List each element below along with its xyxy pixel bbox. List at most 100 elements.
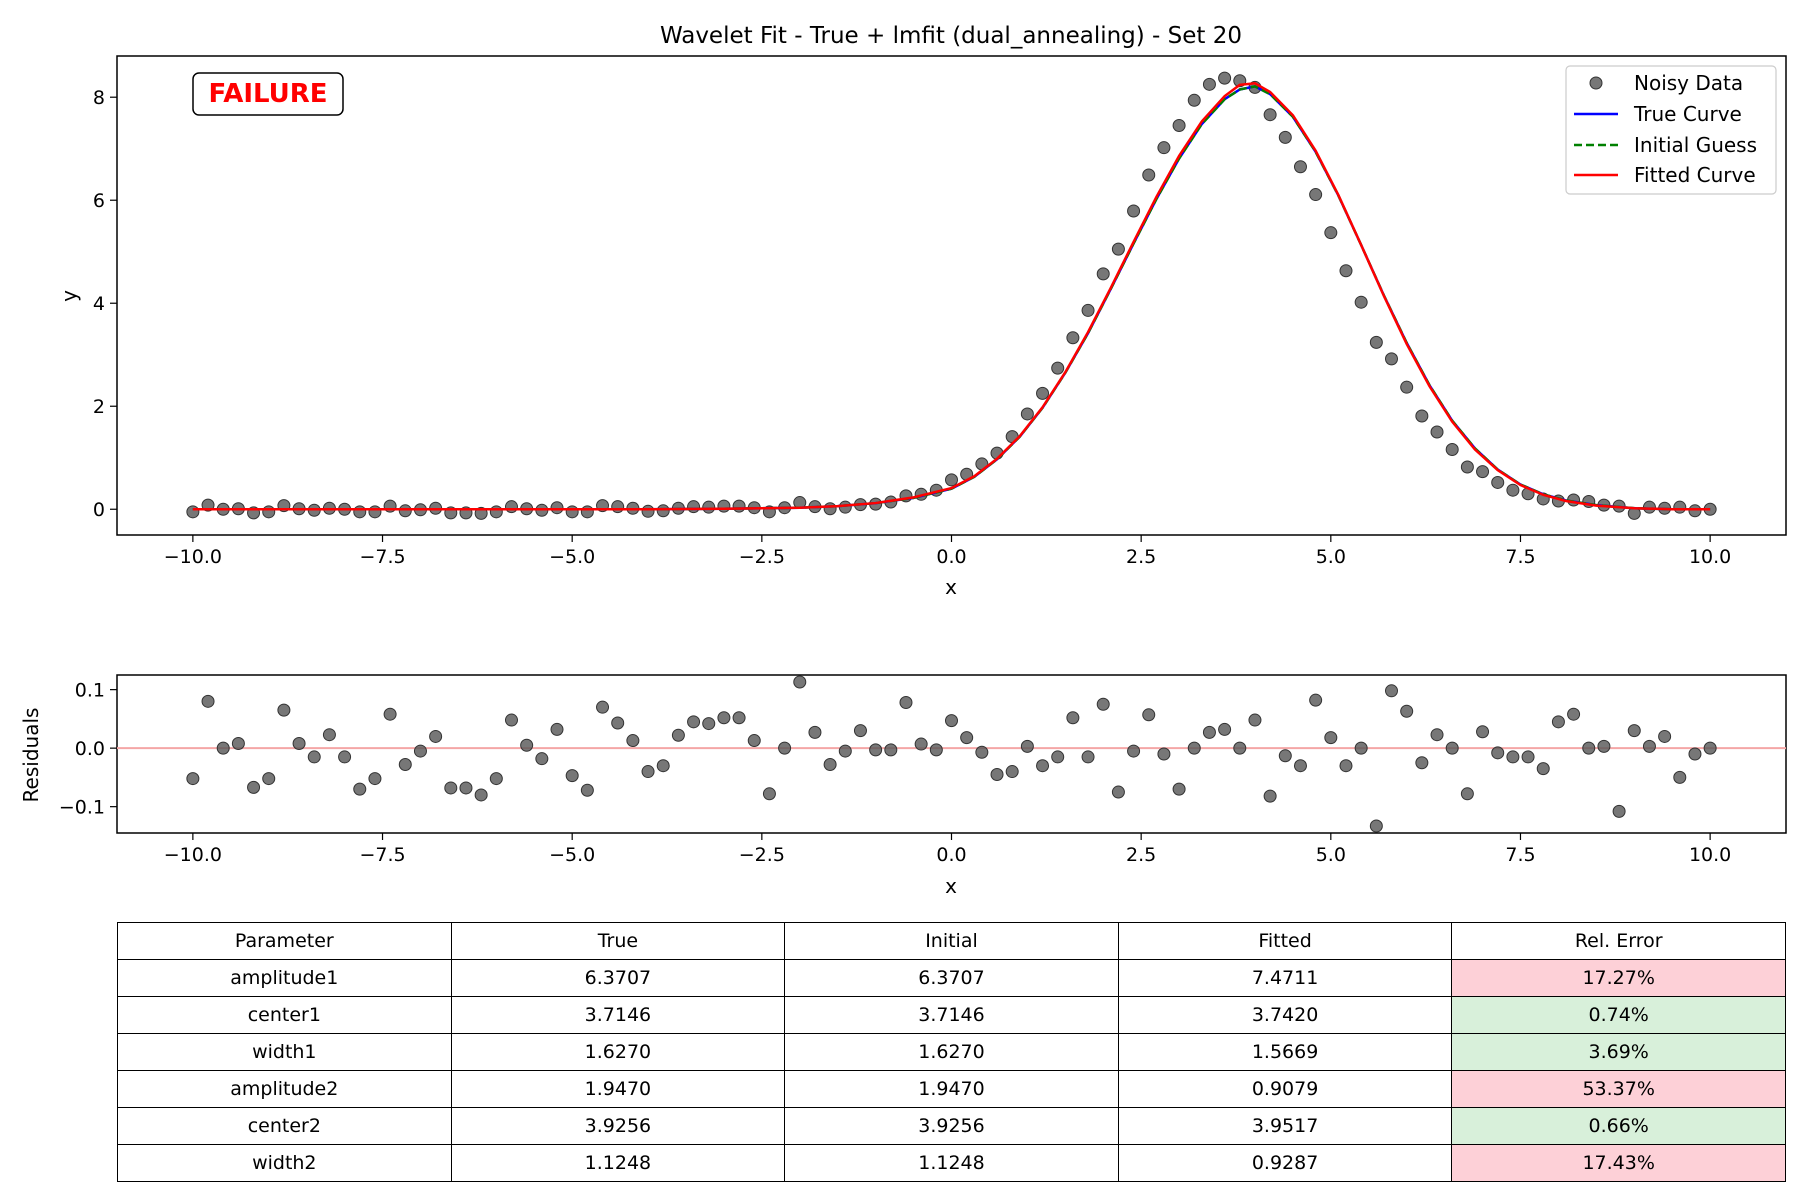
residual-point: [474, 788, 488, 802]
table-cell: 3.9517: [1117, 1107, 1453, 1145]
rel-error-cell: 3.69%: [1451, 1033, 1786, 1071]
main-chart-title: Wavelet Fit - True + lmfit (dual_anneali…: [660, 23, 1242, 49]
residual-point: [398, 758, 412, 772]
table-row: center2 3.9256 3.9256 3.9517 0.66%: [117, 1107, 1786, 1145]
x-tick-label: 5.0: [1316, 844, 1346, 866]
legend-noisy-data-label: Noisy Data: [1634, 71, 1743, 95]
main-y-axis: 0 2 4 6 8: [93, 87, 117, 521]
data-point: [687, 500, 701, 514]
residual-point: [1096, 697, 1110, 711]
residual-point: [1658, 729, 1672, 743]
failure-badge: FAILURE: [192, 72, 344, 116]
residual-point: [1142, 708, 1156, 722]
main-curves: [192, 82, 1711, 511]
data-point: [580, 505, 594, 519]
data-point: [565, 505, 579, 519]
residual-point: [1202, 725, 1216, 739]
x-tick-label: 10.0: [1689, 546, 1731, 568]
table-cell: 3.9256: [450, 1107, 786, 1145]
main-chart: Wavelet Fit - True + lmfit (dual_anneali…: [57, 23, 1787, 599]
legend: Noisy Data True Curve Initial Guess Fitt…: [1565, 65, 1777, 195]
table-header-cell: Parameter: [117, 922, 452, 960]
table-cell: 1.6270: [450, 1033, 786, 1071]
residual-point: [277, 703, 291, 717]
y-tick-label: 0.0: [75, 738, 105, 760]
rel-error-cell: 0.74%: [1451, 996, 1786, 1034]
table-cell: width1: [117, 1033, 452, 1071]
data-point: [1127, 204, 1141, 218]
residual-point: [1111, 785, 1125, 799]
data-point: [1460, 460, 1474, 474]
residual-point: [444, 781, 458, 795]
residual-point: [231, 736, 245, 750]
x-tick-label: 7.5: [1505, 844, 1535, 866]
residual-point: [899, 696, 913, 710]
residual-point: [1081, 750, 1095, 764]
data-point: [1142, 168, 1156, 182]
residuals-x-axis-label: x: [945, 874, 957, 898]
residual-point: [778, 741, 792, 755]
residual-point: [641, 765, 655, 779]
data-point: [732, 499, 746, 513]
y-tick-label: −0.1: [59, 797, 105, 819]
data-point: [186, 505, 200, 519]
residual-point: [1506, 750, 1520, 764]
residual-point: [1703, 741, 1717, 755]
residual-point: [1278, 749, 1292, 763]
data-point: [1036, 386, 1050, 400]
table-row: center1 3.7146 3.7146 3.7420 0.74%: [117, 996, 1786, 1034]
table-cell: amplitude1: [117, 959, 452, 997]
data-point: [1066, 331, 1080, 345]
residual-point: [520, 738, 534, 752]
data-point: [823, 502, 837, 516]
residual-point: [353, 782, 367, 796]
data-point: [1400, 380, 1414, 394]
residual-point: [1369, 819, 1383, 833]
y-tick-label: 6: [93, 190, 105, 212]
residual-point: [565, 769, 579, 783]
y-tick-label: 0.1: [75, 680, 105, 702]
table-cell: 3.7146: [450, 996, 786, 1034]
data-point: [1491, 475, 1505, 489]
table-cell: 1.5669: [1117, 1033, 1453, 1071]
residual-point: [1324, 731, 1338, 745]
residual-point: [838, 744, 852, 758]
table-row: width2 1.1248 1.1248 0.9287 17.43%: [117, 1144, 1786, 1182]
data-point: [1218, 71, 1232, 85]
residual-point: [247, 780, 261, 794]
residual-point: [489, 772, 503, 786]
x-tick-label: −10.0: [164, 546, 222, 568]
table-header-cell: True: [450, 922, 786, 960]
residual-point: [1051, 750, 1065, 764]
data-point: [504, 500, 518, 514]
residual-point: [671, 728, 685, 742]
table-cell: center1: [117, 996, 452, 1034]
data-point: [262, 505, 276, 519]
residual-point: [732, 711, 746, 725]
residual-point: [504, 713, 518, 727]
data-point: [489, 505, 503, 519]
y-tick-label: 4: [93, 293, 105, 315]
residuals-y-axis-label: Residuals: [19, 708, 43, 803]
residual-point: [656, 759, 670, 773]
data-point: [1309, 188, 1323, 202]
data-point: [611, 500, 625, 514]
table-cell: 1.1248: [784, 1144, 1119, 1182]
parameter-table: Parameter True Initial Fitted Rel. Error…: [117, 922, 1786, 1182]
x-tick-label: −2.5: [739, 546, 785, 568]
main-y-axis-label: y: [57, 290, 81, 302]
residual-point: [1263, 789, 1277, 803]
residual-point: [368, 772, 382, 786]
residual-point: [1521, 750, 1535, 764]
data-point: [1476, 465, 1490, 479]
residual-points: [186, 675, 1717, 833]
table-cell: 0.9079: [1117, 1070, 1453, 1108]
residual-point: [1157, 747, 1171, 761]
legend-true-curve-label: True Curve: [1633, 102, 1742, 126]
data-point: [1385, 352, 1399, 366]
table-cell: 6.3707: [784, 959, 1119, 997]
residual-point: [1187, 741, 1201, 755]
residual-point: [1066, 711, 1080, 725]
table-cell: 1.9470: [784, 1070, 1119, 1108]
data-point: [1111, 242, 1125, 256]
